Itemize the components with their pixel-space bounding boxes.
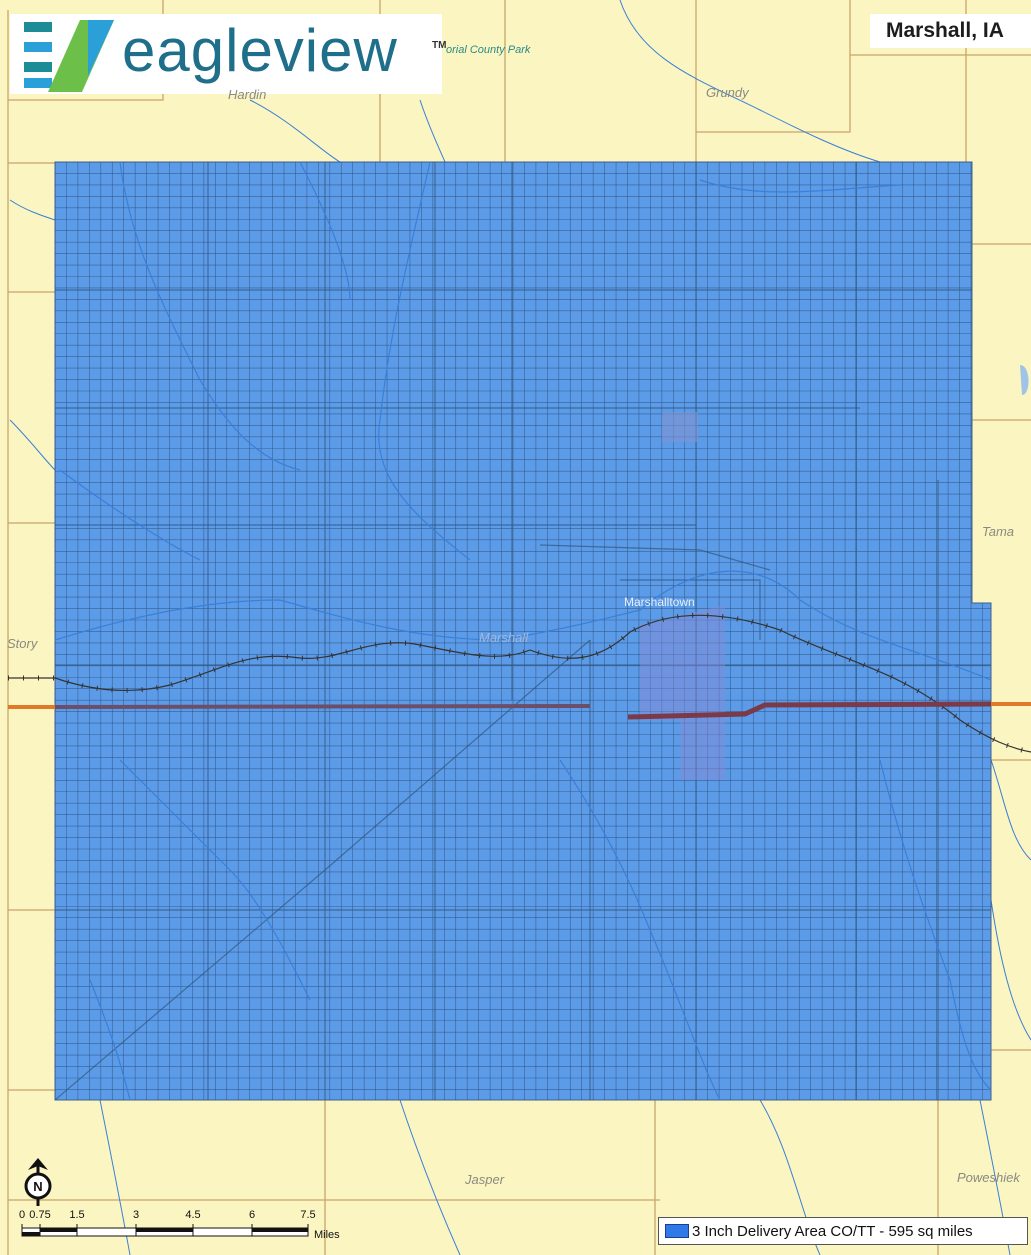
label-hardin: Hardin [228,87,267,102]
stream-5 [639,570,992,681]
scale-fill-1 [136,1228,193,1232]
map-title: Marshall, IA [870,14,1031,48]
stream-10 [699,179,901,193]
stream-4 [54,599,641,641]
roads [55,162,991,1100]
stream-outside-1 [419,99,446,163]
stream-1 [378,161,471,561]
stream-7 [559,759,721,1101]
scale-units: Miles [314,1229,340,1241]
label-tama: Tama [982,524,1015,539]
stream-8 [879,759,992,1091]
legend: 3 Inch Delivery Area CO/TT - 595 sq mile… [658,1217,1028,1245]
scale-tick-label: 0 [18,1209,26,1221]
stream-outside-6 [990,899,1031,1041]
scale-tick-label: 4.5 [185,1209,201,1221]
highway-in-area-west [54,704,591,709]
eagleview-logo: eagleview TM [10,14,446,94]
stream-0 [119,161,301,471]
scale-fill-0 [40,1228,77,1232]
county-boundaries [7,0,1031,1255]
label-jasper: Jasper [465,1172,505,1187]
scale-tick-label: 0.75 [29,1209,51,1221]
legend-label: 3 Inch Delivery Area CO/TT - 595 sq mile… [692,1222,973,1240]
stream-9 [89,979,131,1101]
road-14 [539,544,771,571]
stream-6 [119,759,311,1001]
stream-3 [59,469,201,561]
streams-in-area [54,161,992,1101]
railroad [8,612,1031,755]
label-marshall: Marshall [479,630,529,645]
stream-outside-4 [9,419,56,471]
stream-2 [299,161,351,301]
road-15 [620,579,761,640]
logo-trademark: TM [432,40,447,51]
stream-outside-3 [9,199,56,221]
marshalltown-urban-area [640,605,725,780]
label-story: Story [7,636,38,651]
stream-outside-2 [619,0,881,163]
scale-fill-first [22,1232,40,1236]
scale-tick-label: 6 [248,1209,256,1221]
scale-tick-label: 3 [132,1209,140,1221]
logo-mark-icon [24,20,114,92]
railroad-line [8,614,1031,753]
scale-tick-label: 7.5 [300,1209,316,1221]
highway-in-area-east [627,701,992,720]
tile-grid [55,162,991,1100]
label-county-park: orial County Park [446,44,531,56]
lake-icon [1020,365,1029,395]
scale-bar: 0 0.75 1.5 3 4.5 6 7.5 Miles [14,1206,354,1251]
urban-patch-north [662,412,698,442]
scale-fill-2 [252,1228,308,1232]
scale-tick-label: 1.5 [69,1209,85,1221]
label-marshalltown: Marshalltown [624,595,695,609]
legend-swatch [665,1224,689,1238]
north-arrow-icon: N [18,1156,58,1208]
stream-outside-5 [990,759,1031,861]
label-poweshiek: Poweshiek [957,1170,1020,1185]
road-13 [55,639,591,1100]
scale-segments [21,1224,309,1237]
stream-outside-0 [249,99,341,163]
logo-wordmark: eagleview [122,17,398,84]
highway [8,701,1031,720]
label-grundy: Grundy [706,85,749,100]
county-border-10 [696,0,851,133]
north-letter: N [33,1179,42,1194]
stream-outside-8 [399,1099,461,1255]
